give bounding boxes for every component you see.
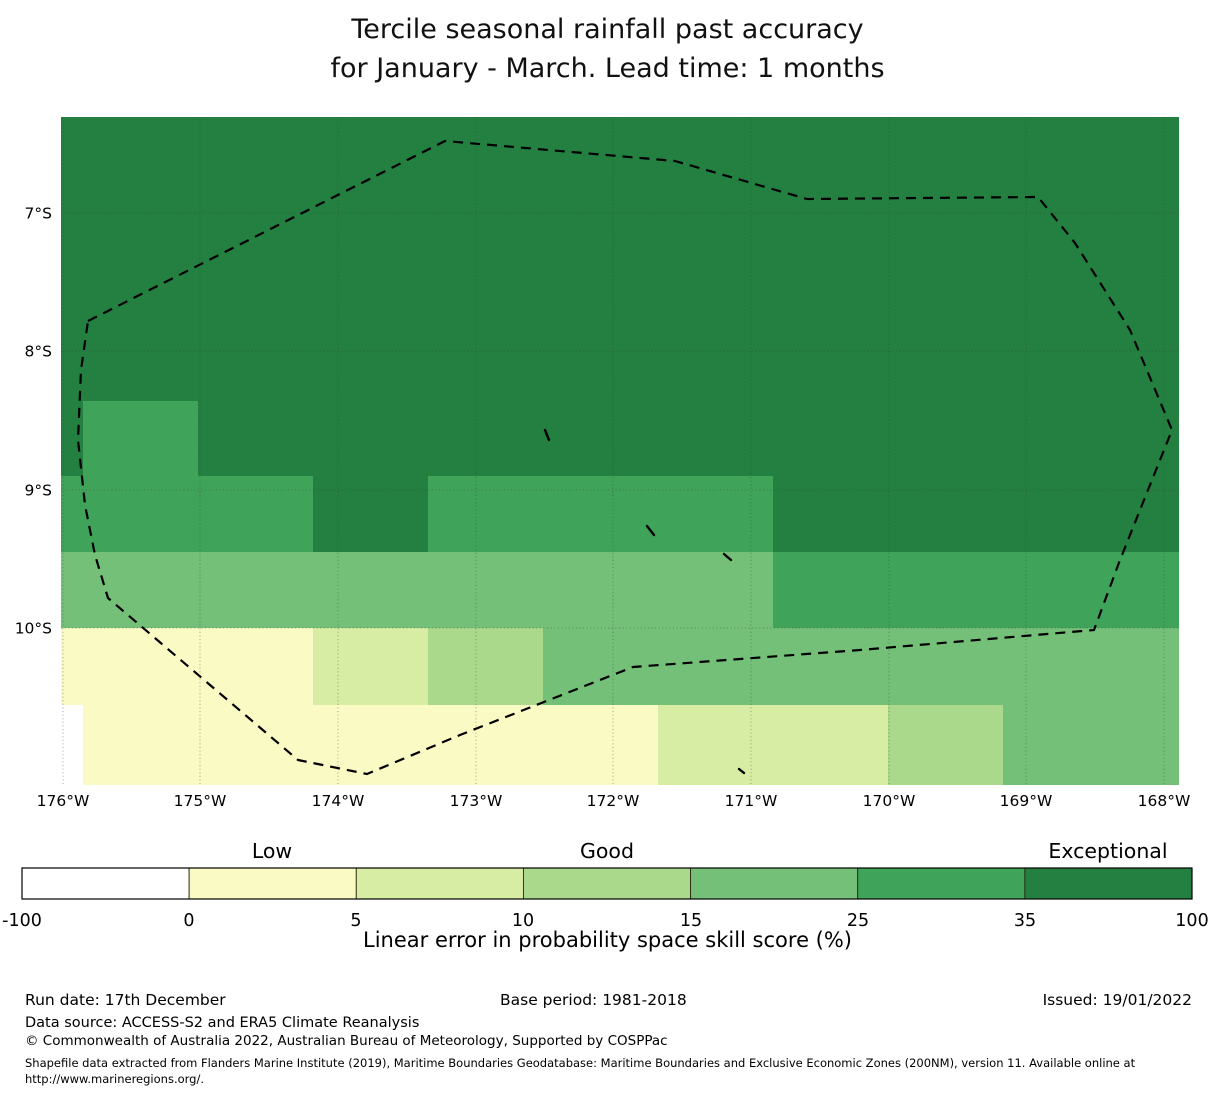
base-period: Base period: 1981-2018 xyxy=(500,991,687,1009)
map-cell xyxy=(61,401,83,476)
x-tick-label: 175°W xyxy=(174,792,227,810)
map-cell xyxy=(61,476,313,552)
colorbar-tick-label: 5 xyxy=(350,911,361,931)
colorbar-category-label: Good xyxy=(580,839,634,863)
colorbar-tick-label: 35 xyxy=(1014,911,1036,931)
run-date: Run date: 17th December xyxy=(25,991,226,1009)
x-axis-tick-labels: 176°W 175°W 174°W 173°W 172°W 171°W 170°W 169°W… xyxy=(37,792,1191,810)
chart-title-line2: for January - March. Lead time: 1 months xyxy=(330,53,885,84)
island-marks xyxy=(543,428,746,775)
colorbar-segment xyxy=(522,867,692,900)
map-cell xyxy=(428,476,773,552)
x-tick-label: 176°W xyxy=(37,792,90,810)
colorbar-segment xyxy=(355,867,524,900)
colorbar-tick-label: 10 xyxy=(512,911,534,931)
colorbar-tick-label: 25 xyxy=(847,911,869,931)
issued-date: Issued: 19/01/2022 xyxy=(1042,991,1192,1009)
map-cell xyxy=(773,552,1179,628)
colorbar-segment xyxy=(21,867,190,900)
data-source: Data source: ACCESS-S2 and ERA5 Climate … xyxy=(25,1015,420,1031)
x-tick-label: 172°W xyxy=(587,792,640,810)
colorbar-segment xyxy=(1024,867,1193,900)
chart-title-line1: Tercile seasonal rainfall past accuracy xyxy=(351,14,864,45)
colorbar-category-label: Exceptional xyxy=(1048,839,1167,863)
map-cells xyxy=(61,117,1179,785)
map-cell xyxy=(198,401,1179,476)
colorbar-axis-label: Linear error in probability space skill … xyxy=(363,928,852,952)
island-mark xyxy=(645,524,656,537)
y-tick-label: 10°S xyxy=(15,620,52,638)
map-cell xyxy=(773,476,1179,552)
map-cell xyxy=(658,705,888,785)
colorbar-tick-label: 100 xyxy=(1175,911,1208,931)
copyright-line: © Commonwealth of Australia 2022, Austra… xyxy=(25,1033,668,1049)
colorbar-border xyxy=(21,867,1193,900)
island-mark xyxy=(722,552,733,562)
x-tick-label: 174°W xyxy=(312,792,365,810)
map-gridlines xyxy=(61,117,1179,785)
shapefile-credit-line2: http://www.marineregions.org/. xyxy=(25,1072,204,1086)
map-cell xyxy=(83,401,198,476)
colorbar-tick-label: 15 xyxy=(680,911,702,931)
x-tick-label: 169°W xyxy=(1000,792,1053,810)
x-tick-label: 170°W xyxy=(863,792,916,810)
colorbar: -100 0 5 10 15 25 35 100 Low Good Exceptional xyxy=(2,839,1209,931)
colorbar-segment xyxy=(690,867,859,900)
map-cell xyxy=(313,628,428,705)
colorbar-category-label: Low xyxy=(252,839,292,863)
x-tick-label: 168°W xyxy=(1138,792,1191,810)
map-cell xyxy=(1003,705,1179,785)
shapefile-credit-line1: Shapefile data extracted from Flanders M… xyxy=(25,1056,1136,1070)
island-mark xyxy=(543,428,551,442)
y-tick-label: 8°S xyxy=(25,343,52,361)
island-mark xyxy=(737,767,746,775)
x-tick-label: 171°W xyxy=(725,792,778,810)
eez-boundary-outline xyxy=(76,139,1174,776)
colorbar-tick-label: -100 xyxy=(2,911,42,931)
map-cell xyxy=(313,476,428,552)
colorbar-tick-label: 0 xyxy=(183,911,194,931)
map-cell xyxy=(61,552,773,628)
chart-title: Tercile seasonal rainfall past accuracy … xyxy=(0,10,1215,88)
x-tick-label: 173°W xyxy=(450,792,503,810)
map-cell xyxy=(61,705,83,785)
colorbar-segment xyxy=(188,867,357,900)
map-cell xyxy=(428,628,543,705)
colorbar-segment xyxy=(857,867,1026,900)
y-axis-tick-labels: 7°S 8°S 9°S 10°S xyxy=(15,205,52,638)
y-tick-label: 7°S xyxy=(25,205,52,223)
map-cell xyxy=(61,117,1179,401)
eez-boundary xyxy=(76,139,1174,776)
map-cell xyxy=(888,705,1003,785)
y-tick-label: 9°S xyxy=(25,482,52,500)
